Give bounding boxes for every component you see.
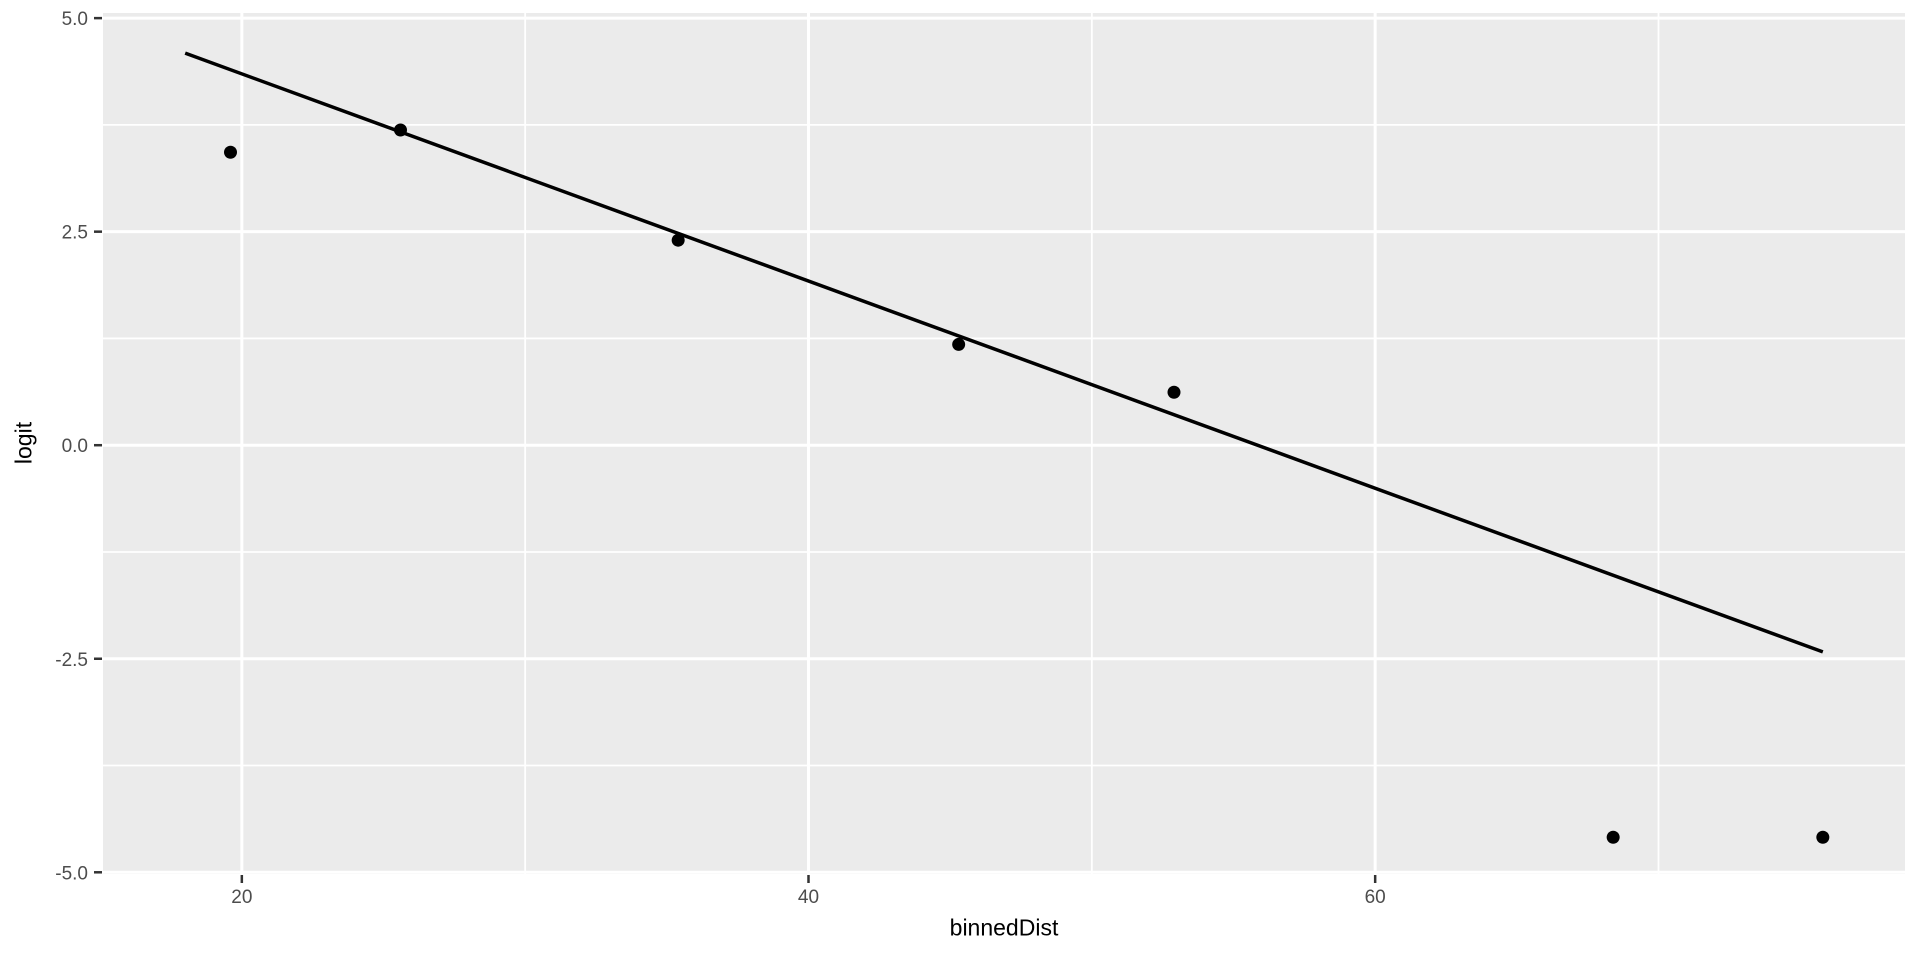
data-point: [1167, 385, 1181, 399]
y-tick-label: -5.0: [55, 863, 88, 884]
data-point: [224, 145, 237, 159]
y-axis-title: logit: [10, 421, 37, 465]
x-axis-title: binnedDist: [949, 914, 1059, 941]
y-tick-label: 0.0: [62, 436, 88, 457]
data-point: [1816, 830, 1830, 844]
x-tick-label: 40: [798, 887, 819, 908]
x-tick-label: 20: [231, 887, 252, 908]
data-point: [952, 337, 966, 351]
y-tick-label: -2.5: [55, 650, 88, 671]
y-tick-label: 2.5: [62, 223, 88, 244]
data-point: [671, 233, 685, 247]
plot-panel: [103, 13, 1905, 874]
data-point: [1606, 830, 1620, 844]
x-tick-label: 60: [1365, 887, 1386, 908]
regression-line: [184, 51, 1824, 654]
y-tick-label: 5.0: [62, 9, 88, 30]
